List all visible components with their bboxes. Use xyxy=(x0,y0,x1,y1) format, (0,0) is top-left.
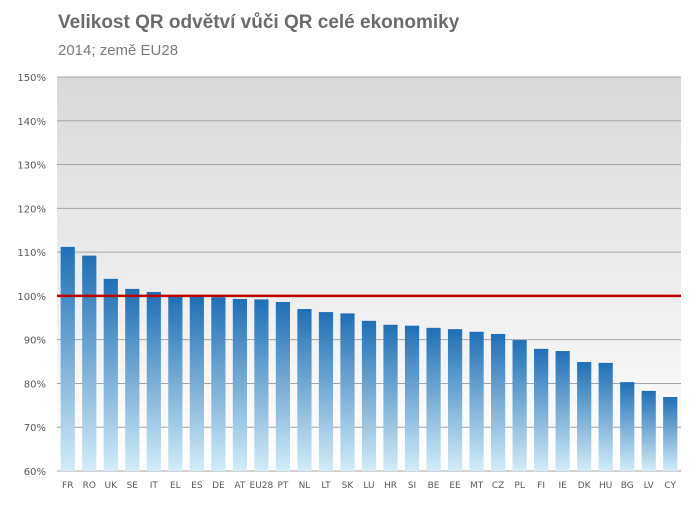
x-tick-label: FI xyxy=(537,481,545,491)
bar-sk xyxy=(340,313,355,471)
x-tick-label: BG xyxy=(621,481,634,491)
bar-lt xyxy=(318,312,334,471)
y-tick-label: 90% xyxy=(24,336,46,347)
bar-pt xyxy=(275,302,291,471)
x-tick-label: EE xyxy=(449,481,461,491)
x-tick-label: RO xyxy=(83,481,96,491)
bar-hu xyxy=(598,362,613,471)
bar-at xyxy=(232,298,247,471)
bar-ie xyxy=(555,351,570,471)
x-tick-label: SI xyxy=(408,481,416,491)
x-tick-label: FR xyxy=(62,481,73,491)
bar-el xyxy=(168,295,183,471)
y-tick-label: 150% xyxy=(17,73,46,84)
bar-it xyxy=(146,291,161,471)
bar-mt xyxy=(469,331,484,471)
x-tick-label: MT xyxy=(470,481,484,491)
y-tick-label: 110% xyxy=(17,248,46,259)
x-tick-label: BE xyxy=(428,481,440,491)
x-tick-label: HU xyxy=(599,481,612,491)
y-tick-label: 100% xyxy=(17,292,46,303)
bar-eu28 xyxy=(254,299,269,471)
bar-cz xyxy=(491,333,506,471)
bar-fr xyxy=(60,246,75,471)
bar-ee xyxy=(447,329,463,471)
x-tick-label: CZ xyxy=(492,481,504,491)
chart-subtitle: 2014; země EU28 xyxy=(58,42,179,59)
x-tick-label: SE xyxy=(127,481,139,491)
bar-ro xyxy=(82,255,97,471)
bar-uk xyxy=(103,278,118,471)
x-tick-label: UK xyxy=(105,481,119,491)
x-tick-label: CY xyxy=(664,481,676,491)
bar-cy xyxy=(663,397,678,471)
x-tick-label: ES xyxy=(191,481,203,491)
bar-de xyxy=(211,297,226,471)
y-tick-label: 140% xyxy=(17,117,46,128)
bar-lu xyxy=(361,320,377,471)
x-tick-label: IE xyxy=(558,481,567,491)
bar-nl xyxy=(297,309,312,471)
x-tick-label: PT xyxy=(277,481,288,491)
x-tick-label: HR xyxy=(384,481,397,491)
bar-bg xyxy=(620,382,635,471)
bar-es xyxy=(189,296,204,471)
y-tick-label: 70% xyxy=(24,423,46,434)
y-tick-label: 120% xyxy=(17,204,46,215)
x-tick-label: LU xyxy=(363,481,374,491)
y-tick-label: 130% xyxy=(17,161,46,172)
x-tick-label: LT xyxy=(321,481,331,491)
x-tick-label: AT xyxy=(234,481,245,491)
x-tick-label: DE xyxy=(212,481,225,491)
bar-se xyxy=(125,288,140,471)
y-tick-label: 60% xyxy=(24,467,46,478)
x-tick-label: DK xyxy=(578,481,592,491)
bar-lv xyxy=(641,390,656,471)
bar-be xyxy=(426,327,441,471)
x-tick-label: IT xyxy=(150,481,159,491)
x-tick-label: PL xyxy=(514,481,524,491)
x-tick-label: LV xyxy=(644,481,655,491)
bar-fi xyxy=(534,348,549,471)
bar-si xyxy=(404,325,420,471)
x-tick-label: EL xyxy=(170,481,181,491)
y-tick-label: 80% xyxy=(24,379,46,390)
x-tick-label: EU28 xyxy=(250,481,274,491)
x-tick-label: NL xyxy=(299,481,311,491)
bar-dk xyxy=(577,361,592,471)
x-tick-label: SK xyxy=(342,481,355,491)
chart-title: Velikost QR odvětví vůči QR celé ekonomi… xyxy=(58,12,460,33)
bar-hr xyxy=(383,324,398,471)
bar-pl xyxy=(512,340,527,471)
